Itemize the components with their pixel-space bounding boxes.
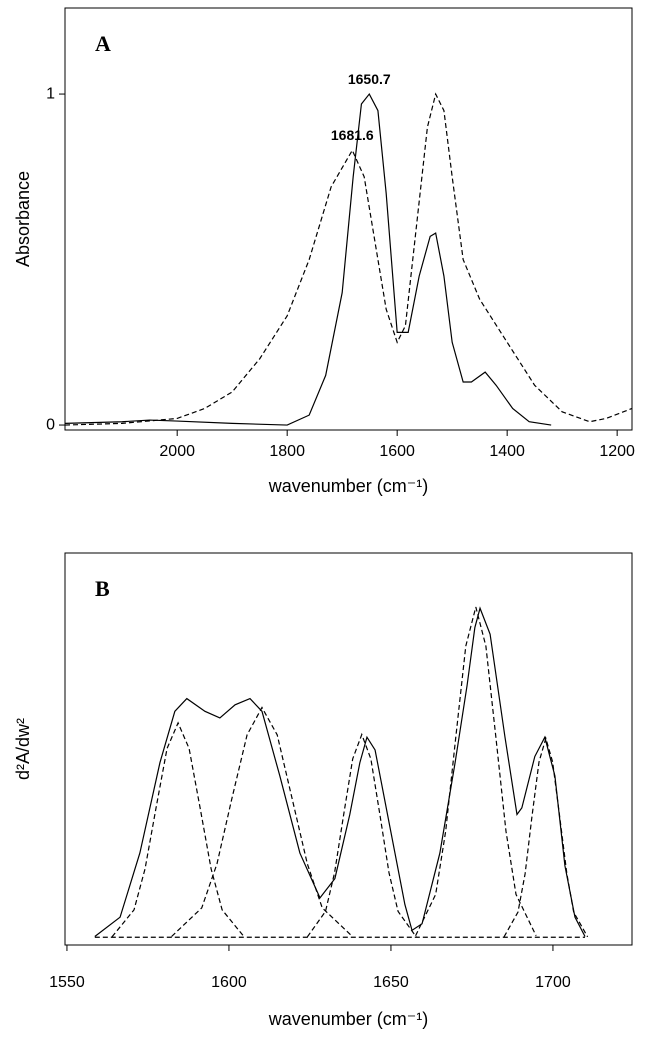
plot-frame: [64, 7, 633, 431]
y-tick-label: 0: [46, 416, 55, 433]
plot-frame: [64, 552, 633, 946]
x-tick-label: 1600: [379, 443, 415, 460]
y-axis-label: d²A/dw²: [13, 718, 33, 780]
dashed-curve: [306, 732, 417, 938]
panel-label: B: [95, 576, 110, 601]
x-tick-label: 1200: [599, 443, 635, 460]
dashed-curve: [111, 721, 245, 938]
dashed-curve: [171, 706, 353, 937]
dashed-curve: [415, 606, 537, 936]
x-tick-label: 1650: [373, 974, 409, 991]
dashed-curve: [64, 92, 633, 426]
x-tick-label: 1550: [49, 974, 85, 991]
y-tick-label: 1: [46, 85, 55, 102]
dashed-curve: [503, 736, 589, 938]
x-tick-label: 1400: [489, 443, 525, 460]
x-tick-label: 1700: [535, 974, 571, 991]
y-axis-label: Absorbance: [13, 171, 33, 267]
peak-annotation: 1681.6: [331, 127, 374, 143]
x-tick-label: 2000: [159, 443, 195, 460]
panel-label: A: [95, 31, 111, 56]
solid-curve: [64, 92, 552, 426]
solid-curve: [94, 606, 586, 937]
x-tick-label: 1600: [211, 974, 247, 991]
peak-annotation: 1650.7: [348, 71, 391, 87]
x-axis-label: wavenumber (cm⁻¹): [268, 1009, 429, 1029]
x-tick-label: 1800: [269, 443, 305, 460]
x-axis-label: wavenumber (cm⁻¹): [268, 476, 429, 496]
